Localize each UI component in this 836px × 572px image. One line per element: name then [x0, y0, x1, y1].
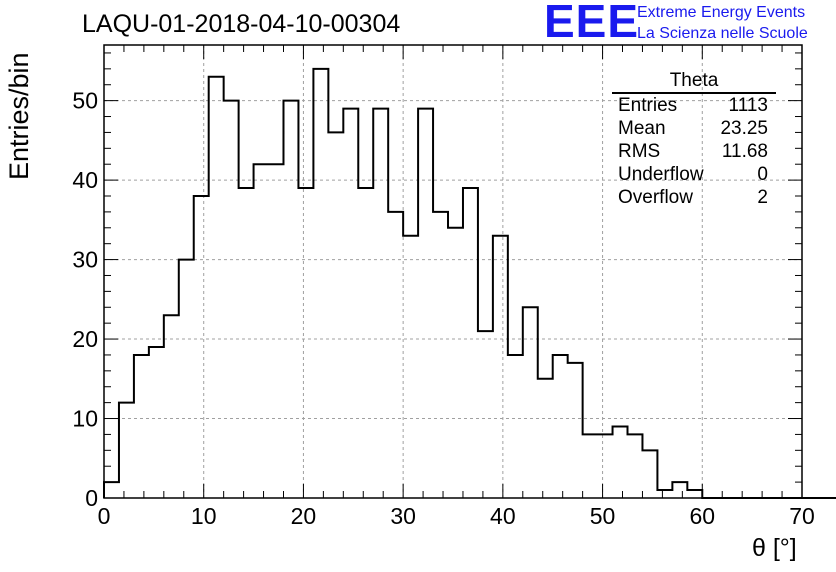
eee-logo: EEE Extreme Energy Events La Scienza nel… — [544, 0, 834, 47]
histogram-bin — [508, 355, 523, 498]
histogram-bin — [568, 363, 583, 498]
histogram-bin — [358, 188, 373, 498]
histogram-bin — [672, 482, 687, 498]
stats-row-mean: Mean 23.25 — [610, 117, 776, 140]
stats-box: Theta Entries 1113 Mean 23.25 RMS 11.68 … — [610, 70, 776, 209]
histogram-bin — [164, 315, 179, 498]
histogram-bin — [553, 355, 568, 498]
stats-value: 11.68 — [721, 141, 768, 162]
plot-frame — [103, 44, 803, 499]
x-tick-label: 60 — [689, 503, 715, 529]
x-tick-label: 10 — [191, 503, 217, 529]
histogram-bin — [433, 212, 448, 498]
histogram-bin — [598, 434, 613, 498]
stats-key: Overflow — [618, 187, 693, 208]
histogram-bin — [224, 101, 239, 498]
y-tick-label: 20 — [72, 326, 98, 352]
histogram-bin — [194, 196, 209, 498]
histogram-bin — [642, 450, 657, 498]
x-tick-label: 20 — [291, 503, 317, 529]
histogram-bin — [239, 188, 254, 498]
logo-subtitle-2: La Scienza nelle Scuole — [637, 25, 808, 42]
histogram-bin — [209, 77, 224, 498]
histogram-outline — [103, 67, 836, 499]
x-axis-label: θ [°] — [752, 534, 797, 562]
y-tick-label: 0 — [85, 485, 98, 511]
histogram-bin — [628, 434, 643, 498]
histogram-bin — [463, 188, 478, 498]
histogram-bin — [134, 355, 149, 498]
x-tick-label: 70 — [789, 503, 815, 529]
histogram-bin — [538, 379, 553, 498]
y-tick-label: 30 — [72, 247, 98, 273]
x-tick-label: 50 — [590, 503, 616, 529]
x-tick-label: 30 — [390, 503, 416, 529]
logo-subtitle-1: Extreme Energy Events — [637, 4, 806, 21]
histogram-bin — [448, 228, 463, 498]
histogram-bin — [119, 403, 134, 498]
stats-key: Entries — [618, 95, 678, 116]
y-tick-label: 50 — [72, 88, 98, 114]
histogram-bin — [149, 347, 164, 498]
histogram-bin — [418, 109, 433, 498]
histogram-bin — [403, 236, 418, 498]
run-title: LAQU-01-2018-04-10-00304 — [82, 10, 401, 38]
y-tick-label: 10 — [72, 406, 98, 432]
histogram-bin — [657, 490, 672, 498]
histogram-bin — [328, 132, 343, 498]
histogram-bin — [583, 434, 598, 498]
histogram-bin — [478, 331, 493, 498]
stats-key: RMS — [618, 141, 661, 162]
histogram-bin — [493, 236, 508, 498]
stats-value: 23.25 — [720, 118, 768, 139]
histogram-bin — [613, 426, 628, 498]
stats-value: 2 — [757, 187, 768, 208]
histogram-bin — [283, 101, 298, 498]
histogram-bin — [179, 260, 194, 498]
y-axis-label: Entries/bin — [4, 52, 34, 180]
histogram-bin — [388, 212, 403, 498]
histogram-bin — [269, 164, 284, 498]
x-tick-label: 0 — [98, 503, 111, 529]
stats-row-underflow: Underflow 0 — [610, 163, 776, 186]
stats-key: Underflow — [618, 164, 704, 185]
stats-row-entries: Entries 1113 — [610, 94, 776, 117]
histogram-bin — [298, 188, 313, 498]
y-tick-label: 40 — [72, 167, 98, 193]
x-tick-label: 40 — [490, 503, 516, 529]
stats-value: 0 — [757, 164, 768, 185]
stats-row-overflow: Overflow 2 — [610, 186, 776, 209]
histogram-bin — [313, 69, 328, 498]
histogram-bin — [373, 109, 388, 498]
stats-title: Theta — [612, 70, 776, 94]
eee-logo-mark: EEE — [544, 0, 640, 47]
histogram-bin — [254, 164, 269, 498]
stats-key: Mean — [618, 118, 666, 139]
histogram-bin — [104, 482, 119, 498]
histogram-bin — [523, 307, 538, 498]
histogram-bin — [343, 109, 358, 498]
histogram-bin — [687, 490, 702, 498]
stats-row-rms: RMS 11.68 — [610, 140, 776, 163]
stats-value: 1113 — [728, 95, 768, 116]
